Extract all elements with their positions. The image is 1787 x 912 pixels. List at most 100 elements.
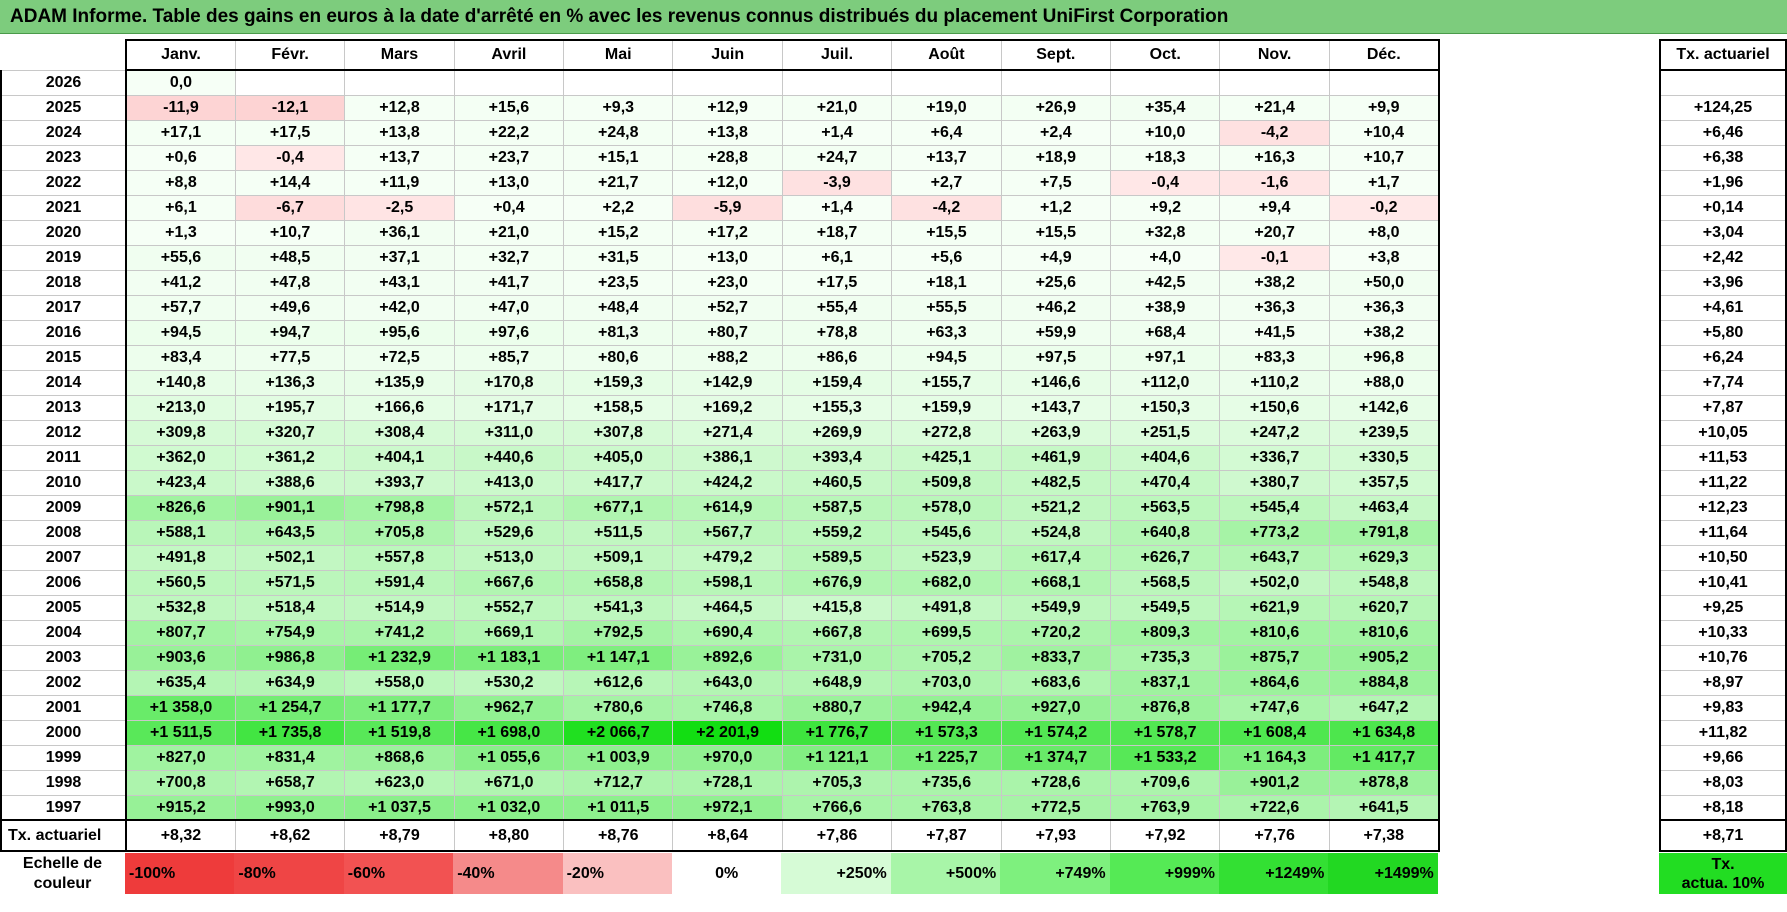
gain-cell: +41,5: [1219, 319, 1330, 346]
row-year: 2006: [0, 569, 127, 596]
gain-cell: +13,0: [453, 169, 565, 196]
gain-cell: +541,3: [563, 594, 674, 621]
gain-cell: +641,5: [1328, 794, 1440, 821]
gain-cell: -5,9: [672, 194, 783, 221]
gain-cell: +48,4: [563, 294, 674, 321]
gain-cell: +18,3: [1110, 144, 1221, 171]
footer-month-rate: +7,86: [781, 819, 893, 852]
gain-cell: +549,9: [1000, 594, 1112, 621]
table-row: 2011 +362,0 +361,2 +404,1 +440,6 +405,0 +386,1…: [0, 444, 1440, 471]
gain-cell: +393,7: [344, 469, 455, 496]
gain-cell: +864,6: [1219, 669, 1330, 696]
gain-cell: +96,8: [1328, 344, 1440, 371]
gain-cell: +728,6: [1000, 769, 1112, 796]
table-row: 2025 -11,9 -12,1 +12,8 +15,6 +9,3 +12,9 +21,0 +1…: [0, 94, 1440, 121]
gain-cell: +97,6: [453, 319, 565, 346]
gain-cell: +572,1: [453, 494, 565, 521]
column-header-month: Juin: [672, 39, 783, 71]
legend-swatch: -100%: [125, 853, 235, 894]
gain-cell: +425,1: [891, 444, 1002, 471]
gain-cell: +77,5: [234, 344, 346, 371]
gain-cell: +1 533,2: [1110, 744, 1221, 771]
gain-cell: +140,8: [125, 369, 236, 396]
gain-cell: +8,0: [1328, 219, 1440, 246]
gain-cell: +463,4: [1328, 494, 1440, 521]
gain-cell: +557,8: [344, 544, 455, 571]
gain-cell: +15,1: [563, 144, 674, 171]
gain-cell: +589,5: [781, 544, 893, 571]
gain-cell: +1,2: [1000, 194, 1112, 221]
gain-cell: +1 147,1: [563, 644, 674, 671]
gain-cell: +1 374,7: [1000, 744, 1112, 771]
footer-month-rate: +7,92: [1110, 819, 1221, 852]
table-row: 2020 +1,3 +10,7 +36,1 +21,0 +15,2 +17,2 +18,7 +1…: [0, 219, 1440, 246]
gain-cell: +700,8: [125, 769, 236, 796]
row-actuarial-rate: [1659, 69, 1787, 96]
gain-cell: +42,0: [344, 294, 455, 321]
row-year: 2025: [0, 94, 127, 121]
footer-month-rate: +8,79: [344, 819, 455, 852]
gain-cell: +470,4: [1110, 469, 1221, 496]
gain-cell: +171,7: [453, 394, 565, 421]
gain-cell: +25,6: [1000, 269, 1112, 296]
gain-cell: +17,5: [234, 119, 346, 146]
gain-cell: +741,2: [344, 619, 455, 646]
gain-cell: +532,8: [125, 594, 236, 621]
gain-cell: +80,7: [672, 319, 783, 346]
table-row: 2019 +55,6 +48,5 +37,1 +32,7 +31,5 +13,0 +6,1 +5…: [0, 244, 1440, 271]
gain-cell: -12,1: [234, 94, 346, 121]
row-year: 2018: [0, 269, 127, 296]
gain-cell: +440,6: [453, 444, 565, 471]
gain-cell: +142,9: [672, 369, 783, 396]
legend-actuarial-line1: Tx.: [1711, 856, 1735, 873]
footer-month-rate: +7,87: [891, 819, 1002, 852]
gain-cell: +3,8: [1328, 244, 1440, 271]
column-header-month: Févr.: [234, 39, 346, 71]
table-row: 1997 +915,2 +993,0 +1 037,5 +1 032,0 +1 011,5…: [0, 794, 1440, 821]
gain-cell: +9,4: [1219, 194, 1330, 221]
column-header-month: Mai: [563, 39, 674, 71]
gain-cell: +571,5: [234, 569, 346, 596]
gain-cell: +915,2: [125, 794, 236, 821]
table-row: 2005 +532,8 +518,4 +514,9 +552,7 +541,3 +464,5…: [0, 594, 1440, 621]
table-row: 2012 +309,8 +320,7 +308,4 +311,0 +307,8 +271,4…: [0, 419, 1440, 446]
row-actuarial-rate: +11,82: [1659, 719, 1787, 746]
gain-cell: +88,0: [1328, 369, 1440, 396]
gain-cell: +884,8: [1328, 669, 1440, 696]
gain-cell: +424,2: [672, 469, 783, 496]
gain-cell: +41,7: [453, 269, 565, 296]
empty-cell: [234, 69, 346, 96]
gain-cell: +9,2: [1110, 194, 1221, 221]
gain-cell: +699,5: [891, 619, 1002, 646]
gain-cell: +12,9: [672, 94, 783, 121]
gain-cell: +905,2: [1328, 644, 1440, 671]
gain-cell: +12,0: [672, 169, 783, 196]
table-row: 2021 +6,1 -6,7 -2,5 +0,4 +2,2 -5,9 +1,4 -4,2 +1,2…: [0, 194, 1440, 221]
gain-cell: +647,2: [1328, 694, 1440, 721]
row-actuarial-rate: +1,96: [1659, 169, 1787, 196]
gain-cell: +1 698,0: [453, 719, 565, 746]
row-actuarial-rate: +8,18: [1659, 794, 1787, 821]
gain-cell: +643,0: [672, 669, 783, 696]
footer-month-rate: +8,76: [563, 819, 674, 852]
table-row: 2024 +17,1 +17,5 +13,8 +22,2 +24,8 +13,8 +1,4 +6…: [0, 119, 1440, 146]
gain-cell: +110,2: [1219, 369, 1330, 396]
row-actuarial-rate: +124,25: [1659, 94, 1787, 121]
gain-cell: +46,2: [1000, 294, 1112, 321]
gain-cell: +892,6: [672, 644, 783, 671]
gain-cell: +747,6: [1219, 694, 1330, 721]
gain-cell: -4,2: [1219, 119, 1330, 146]
row-actuarial-rate: +8,03: [1659, 769, 1787, 796]
table-row: 1999 +827,0 +831,4 +868,6 +1 055,6 +1 003,9 +9…: [0, 744, 1440, 771]
gain-cell: +155,7: [891, 369, 1002, 396]
footer-month-rate: +8,62: [234, 819, 346, 852]
table-row: 2002 +635,4 +634,9 +558,0 +530,2 +612,6 +643,0…: [0, 669, 1440, 696]
gain-cell: +549,5: [1110, 594, 1221, 621]
gain-cell: +798,8: [344, 494, 455, 521]
gain-cell: +143,7: [1000, 394, 1112, 421]
gain-cell: +17,2: [672, 219, 783, 246]
gain-cell: +683,6: [1000, 669, 1112, 696]
column-header-month: Avril: [453, 39, 565, 71]
row-year: 2002: [0, 669, 127, 696]
gain-cell: +405,0: [563, 444, 674, 471]
